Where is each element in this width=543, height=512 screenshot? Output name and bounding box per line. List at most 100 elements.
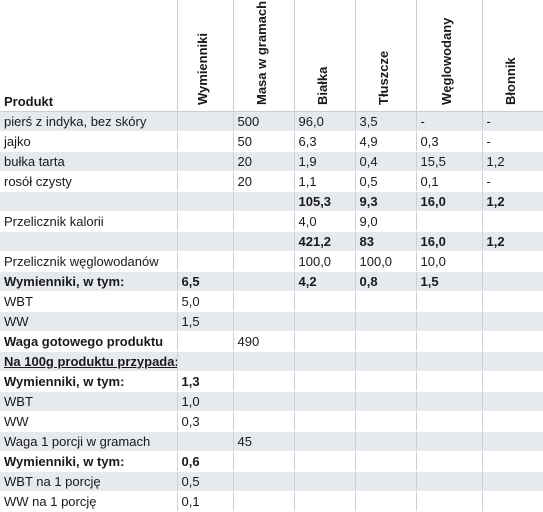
- table-cell[interactable]: 1,2: [482, 191, 543, 212]
- table-cell[interactable]: 4,2: [294, 271, 356, 292]
- table-cell[interactable]: [355, 391, 417, 412]
- header-weglowodany[interactable]: Węglowodany: [416, 0, 483, 112]
- table-cell[interactable]: 421,2: [294, 231, 356, 252]
- header-produkt[interactable]: Produkt: [0, 0, 178, 112]
- table-cell[interactable]: [177, 331, 234, 352]
- table-cell[interactable]: [416, 211, 483, 232]
- table-cell[interactable]: 45: [233, 431, 295, 452]
- table-cell[interactable]: WBT: [0, 291, 178, 312]
- table-cell[interactable]: 5,0: [177, 291, 234, 312]
- table-cell[interactable]: [233, 271, 295, 292]
- table-cell[interactable]: 1,5: [177, 311, 234, 332]
- table-cell[interactable]: 4,0: [294, 211, 356, 232]
- table-cell[interactable]: WBT na 1 porcję: [0, 471, 178, 492]
- table-cell[interactable]: Na 100g produktu przypada:: [0, 351, 178, 372]
- table-cell[interactable]: [233, 371, 295, 392]
- table-cell[interactable]: [177, 211, 234, 232]
- header-tluszcze[interactable]: Tłuszcze: [355, 0, 417, 112]
- table-cell[interactable]: Wymienniki, w tym:: [0, 451, 178, 472]
- table-cell[interactable]: 0,3: [177, 411, 234, 432]
- table-cell[interactable]: 1,9: [294, 151, 356, 172]
- table-cell[interactable]: [233, 411, 295, 432]
- table-cell[interactable]: [177, 191, 234, 212]
- table-cell[interactable]: Wymienniki, w tym:: [0, 271, 178, 292]
- table-cell[interactable]: [177, 131, 234, 152]
- table-cell[interactable]: [233, 471, 295, 492]
- table-cell[interactable]: 1,0: [177, 391, 234, 412]
- table-cell[interactable]: [482, 431, 543, 452]
- table-cell[interactable]: [177, 431, 234, 452]
- table-cell[interactable]: [416, 311, 483, 332]
- table-cell[interactable]: WW na 1 porcję: [0, 491, 178, 512]
- table-cell[interactable]: jajko: [0, 131, 178, 152]
- table-cell[interactable]: 105,3: [294, 191, 356, 212]
- table-cell[interactable]: [177, 171, 234, 192]
- table-cell[interactable]: [416, 291, 483, 312]
- header-blonnik[interactable]: Błonnik: [482, 0, 543, 112]
- table-cell[interactable]: [233, 191, 295, 212]
- table-cell[interactable]: 20: [233, 151, 295, 172]
- table-cell[interactable]: [355, 451, 417, 472]
- table-cell[interactable]: [482, 291, 543, 312]
- table-cell[interactable]: 500: [233, 111, 295, 132]
- table-cell[interactable]: Przelicznik kalorii: [0, 211, 178, 232]
- table-cell[interactable]: [177, 251, 234, 272]
- table-cell[interactable]: [294, 431, 356, 452]
- table-cell[interactable]: 3,5: [355, 111, 417, 132]
- table-cell[interactable]: [294, 351, 356, 372]
- table-cell[interactable]: [482, 371, 543, 392]
- table-cell[interactable]: [355, 331, 417, 352]
- table-cell[interactable]: [294, 471, 356, 492]
- table-cell[interactable]: [416, 331, 483, 352]
- table-cell[interactable]: bułka tarta: [0, 151, 178, 172]
- table-cell[interactable]: [416, 471, 483, 492]
- table-cell[interactable]: 50: [233, 131, 295, 152]
- table-cell[interactable]: [482, 351, 543, 372]
- table-cell[interactable]: [294, 331, 356, 352]
- table-cell[interactable]: -: [482, 111, 543, 132]
- table-cell[interactable]: 10,0: [416, 251, 483, 272]
- table-cell[interactable]: [294, 371, 356, 392]
- table-cell[interactable]: [482, 411, 543, 432]
- table-cell[interactable]: 16,0: [416, 191, 483, 212]
- table-cell[interactable]: 1,3: [177, 371, 234, 392]
- table-cell[interactable]: -: [416, 111, 483, 132]
- table-cell[interactable]: 0,8: [355, 271, 417, 292]
- table-cell[interactable]: 16,0: [416, 231, 483, 252]
- table-cell[interactable]: [177, 231, 234, 252]
- table-cell[interactable]: [294, 491, 356, 512]
- table-cell[interactable]: [355, 411, 417, 432]
- table-cell[interactable]: [482, 391, 543, 412]
- header-masa[interactable]: Masa w gramach: [233, 0, 295, 112]
- table-cell[interactable]: [482, 271, 543, 292]
- table-cell[interactable]: -: [482, 131, 543, 152]
- table-cell[interactable]: [177, 351, 234, 372]
- table-cell[interactable]: [233, 391, 295, 412]
- table-cell[interactable]: [416, 351, 483, 372]
- table-cell[interactable]: WW: [0, 311, 178, 332]
- table-cell[interactable]: 0,6: [177, 451, 234, 472]
- table-cell[interactable]: [355, 351, 417, 372]
- table-cell[interactable]: 96,0: [294, 111, 356, 132]
- table-cell[interactable]: [482, 311, 543, 332]
- table-cell[interactable]: [355, 291, 417, 312]
- table-cell[interactable]: [416, 391, 483, 412]
- table-cell[interactable]: [355, 311, 417, 332]
- table-cell[interactable]: 1,1: [294, 171, 356, 192]
- table-cell[interactable]: Waga gotowego produktu: [0, 331, 178, 352]
- table-cell[interactable]: [233, 451, 295, 472]
- table-cell[interactable]: [482, 471, 543, 492]
- table-cell[interactable]: 100,0: [355, 251, 417, 272]
- table-cell[interactable]: Waga 1 porcji w gramach: [0, 431, 178, 452]
- table-cell[interactable]: [482, 331, 543, 352]
- table-cell[interactable]: [416, 411, 483, 432]
- table-cell[interactable]: 20: [233, 171, 295, 192]
- table-cell[interactable]: pierś z indyka, bez skóry: [0, 111, 178, 132]
- table-cell[interactable]: 6,5: [177, 271, 234, 292]
- table-cell[interactable]: [355, 371, 417, 392]
- table-cell[interactable]: [482, 251, 543, 272]
- table-cell[interactable]: [294, 391, 356, 412]
- table-cell[interactable]: [416, 451, 483, 472]
- table-cell[interactable]: 0,1: [177, 491, 234, 512]
- table-cell[interactable]: 15,5: [416, 151, 483, 172]
